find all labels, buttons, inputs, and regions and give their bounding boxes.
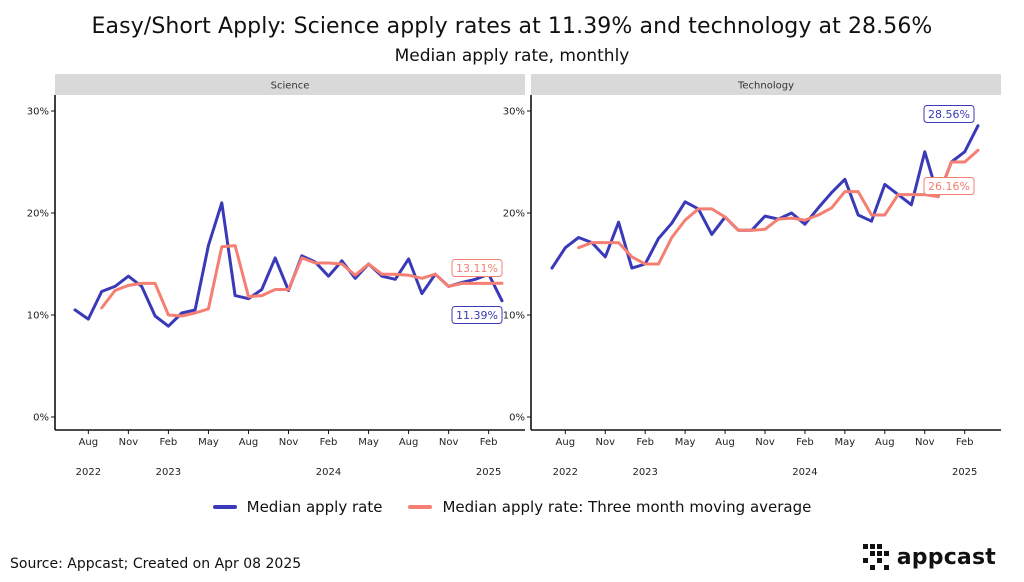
x-tick-label: May (835, 437, 856, 448)
appcast-logo-text: appcast (896, 544, 996, 570)
chart-subtitle: Median apply rate, monthly (394, 46, 630, 66)
series-line-technology-median (550, 124, 980, 270)
x-tick-label: Feb (796, 437, 814, 448)
x-tick-label: Aug (875, 437, 895, 448)
series-line-technology-moving-average (577, 148, 980, 266)
x-tick-label: Feb (160, 437, 178, 448)
x-year-label: 2024 (316, 467, 341, 478)
x-tick-label: Nov (915, 437, 935, 448)
x-tick-label: Aug (399, 437, 419, 448)
end-label-box-science (451, 306, 503, 324)
facet-strip-science (55, 74, 525, 95)
appcast-logo-icon (862, 544, 889, 570)
x-tick-label: Feb (636, 437, 654, 448)
facet-strip-technology (531, 74, 1001, 95)
x-tick-label: Feb (320, 437, 338, 448)
y-tick-label: 0% (509, 413, 525, 424)
y-tick-label: 10% (503, 311, 525, 322)
x-year-label: 2022 (76, 467, 101, 478)
x-year-label: 2025 (476, 467, 501, 478)
facet-label-technology: Technology (737, 81, 794, 92)
legend-swatch-median (212, 505, 237, 509)
y-tick-label: 30% (503, 107, 525, 118)
x-tick-label: Feb (480, 437, 498, 448)
x-year-label: 2024 (792, 467, 817, 478)
x-tick-label: Aug (79, 437, 99, 448)
end-label-box-science (451, 259, 503, 277)
source-note: Source: Appcast; Created on Apr 08 2025 (10, 556, 302, 572)
series-line-science-median (73, 201, 504, 328)
chart-title: Easy/Short Apply: Science apply rates at… (91, 14, 933, 39)
legend-item-moving-average: Median apply rate: Three month moving av… (408, 498, 811, 516)
x-tick-label: Aug (239, 437, 259, 448)
x-tick-label: May (198, 437, 219, 448)
x-tick-label: Aug (556, 437, 576, 448)
end-label-box-technology (923, 177, 975, 195)
end-label-technology: 26.16% (928, 180, 970, 193)
x-tick-label: May (358, 437, 379, 448)
x-tick-label: Feb (956, 437, 974, 448)
series-line-science-moving-average (100, 244, 504, 318)
y-tick-label: 0% (33, 413, 49, 424)
legend-label-moving-average: Median apply rate: Three month moving av… (442, 498, 812, 516)
y-tick-label: 10% (27, 311, 49, 322)
x-year-label: 2023 (156, 467, 181, 478)
x-year-label: 2023 (632, 467, 657, 478)
x-tick-label: Aug (715, 437, 735, 448)
x-tick-label: Nov (755, 437, 775, 448)
x-year-label: 2025 (952, 467, 977, 478)
faceted-line-chart: Science 0% 10% 20% 30% Aug Nov Feb May Aug Nov Feb M… (27, 74, 1001, 478)
y-tick-label: 30% (27, 107, 49, 118)
x-tick-label: Nov (279, 437, 299, 448)
end-label-science: 11.39% (456, 309, 498, 322)
y-tick-label: 20% (27, 209, 49, 220)
chart-legend: Median apply rate Median apply rate: Thr… (0, 498, 1024, 516)
legend-swatch-moving-average (408, 505, 433, 509)
x-tick-label: Nov (439, 437, 459, 448)
x-year-label: 2022 (553, 467, 578, 478)
y-tick-label: 20% (503, 209, 525, 220)
legend-label-median: Median apply rate (246, 498, 383, 516)
facet-label-science: Science (271, 81, 310, 92)
x-tick-label: May (675, 437, 696, 448)
end-label-technology: 28.56% (928, 108, 970, 121)
x-tick-label: Nov (595, 437, 615, 448)
end-label-box-technology (923, 105, 975, 123)
end-label-science: 13.11% (456, 262, 498, 275)
appcast-logo: appcast (861, 542, 996, 572)
x-tick-label: Nov (119, 437, 139, 448)
legend-item-median: Median apply rate (212, 498, 383, 516)
